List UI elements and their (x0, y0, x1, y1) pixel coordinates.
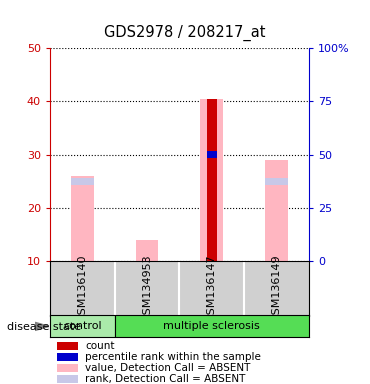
FancyBboxPatch shape (57, 342, 78, 350)
Bar (207, 151, 216, 158)
Bar (265, 178, 288, 185)
FancyBboxPatch shape (57, 375, 78, 383)
Bar (201, 99, 223, 261)
Text: GDS2978 / 208217_at: GDS2978 / 208217_at (104, 25, 266, 41)
Text: control: control (63, 321, 102, 331)
Bar (50, 315, 115, 337)
Bar (136, 240, 158, 261)
FancyBboxPatch shape (57, 353, 78, 361)
Bar (207, 99, 216, 261)
Bar (71, 176, 94, 261)
Bar (115, 315, 309, 337)
Text: GSM136140: GSM136140 (77, 255, 87, 322)
FancyBboxPatch shape (57, 364, 78, 372)
Text: GSM136147: GSM136147 (207, 255, 217, 322)
Polygon shape (35, 323, 49, 330)
Bar (265, 160, 288, 261)
Text: count: count (85, 341, 114, 351)
Text: disease state: disease state (7, 322, 81, 332)
Text: percentile rank within the sample: percentile rank within the sample (85, 352, 261, 362)
Text: rank, Detection Call = ABSENT: rank, Detection Call = ABSENT (85, 374, 245, 384)
Text: GSM136149: GSM136149 (272, 255, 282, 322)
Text: GSM134953: GSM134953 (142, 255, 152, 322)
Text: value, Detection Call = ABSENT: value, Detection Call = ABSENT (85, 363, 250, 373)
Text: multiple sclerosis: multiple sclerosis (164, 321, 260, 331)
Bar (71, 178, 94, 185)
